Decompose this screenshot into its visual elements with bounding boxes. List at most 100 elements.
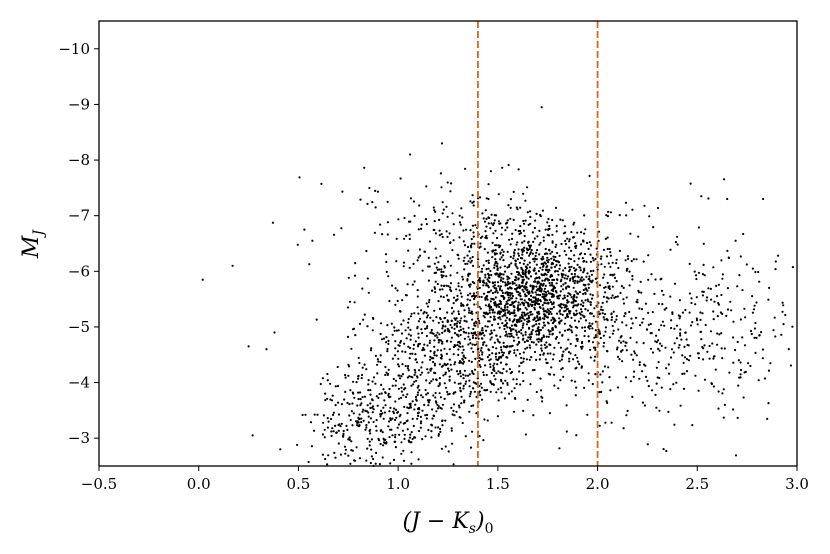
scatter-point	[387, 425, 390, 428]
scatter-point	[433, 371, 436, 374]
scatter-point	[694, 303, 697, 306]
scatter-point	[508, 263, 511, 267]
scatter-point	[707, 197, 710, 200]
scatter-point	[418, 369, 421, 372]
scatter-point	[453, 327, 456, 330]
scatter-point	[313, 429, 316, 432]
scatter-point	[591, 382, 594, 386]
scatter-point	[503, 397, 506, 400]
scatter-point	[334, 456, 337, 459]
scatter-point	[719, 311, 723, 314]
scatter-point	[625, 414, 628, 417]
scatter-point	[339, 425, 342, 428]
scatter-point	[761, 348, 765, 351]
scatter-point	[579, 269, 582, 272]
scatter-point	[647, 385, 650, 388]
scatter-point	[624, 259, 627, 262]
scatter-point	[396, 426, 399, 429]
scatter-point	[385, 336, 388, 339]
scatter-point	[512, 254, 516, 257]
scatter-point	[560, 306, 563, 309]
scatter-point	[533, 260, 536, 263]
scatter-point	[469, 261, 472, 264]
scatter-point	[384, 253, 388, 256]
scatter-point	[513, 248, 516, 252]
scatter-point	[462, 327, 465, 330]
scatter-point	[504, 330, 508, 333]
scatter-point	[506, 219, 509, 222]
scatter-point	[741, 289, 744, 292]
scatter-point	[570, 231, 573, 234]
scatter-point	[410, 384, 413, 387]
scatter-point	[481, 351, 484, 354]
scatter-point	[513, 397, 517, 400]
scatter-point	[608, 285, 611, 288]
scatter-point	[625, 324, 628, 327]
scatter-point	[371, 329, 374, 332]
scatter-point	[505, 322, 509, 325]
scatter-point	[492, 318, 496, 321]
scatter-point	[548, 268, 551, 271]
scatter-point	[494, 244, 497, 247]
scatter-point	[466, 278, 469, 281]
scatter-point	[574, 354, 577, 357]
scatter-point	[606, 247, 609, 251]
scatter-point	[655, 406, 658, 409]
scatter-point	[580, 231, 583, 234]
scatter-point	[503, 270, 507, 273]
scatter-point	[501, 372, 504, 375]
scatter-point	[452, 403, 456, 406]
scatter-point	[544, 228, 547, 231]
scatter-point	[497, 399, 500, 402]
scatter-point	[484, 325, 487, 328]
scatter-point	[486, 312, 489, 315]
scatter-point	[462, 229, 465, 232]
scatter-point	[434, 291, 437, 294]
scatter-point	[456, 343, 459, 347]
scatter-point	[493, 286, 496, 290]
scatter-point	[375, 425, 378, 428]
scatter-point	[463, 399, 466, 402]
scatter-point	[385, 371, 388, 374]
scatter-point	[394, 408, 398, 411]
scatter-point	[496, 338, 499, 341]
scatter-point	[638, 363, 641, 366]
scatter-point	[443, 284, 446, 287]
scatter-point	[450, 336, 453, 339]
scatter-point	[428, 399, 431, 402]
scatter-point	[761, 357, 764, 360]
scatter-point	[459, 386, 462, 390]
scatter-point	[438, 229, 441, 232]
scatter-point	[625, 349, 628, 352]
scatter-point	[532, 269, 535, 272]
scatter-point	[458, 406, 461, 409]
scatter-point	[375, 395, 378, 398]
scatter-point	[439, 406, 442, 409]
scatter-point	[370, 455, 373, 458]
scatter-point	[481, 337, 484, 340]
scatter-point	[482, 314, 485, 317]
scatter-point	[471, 224, 475, 227]
scatter-point	[716, 332, 719, 335]
scatter-point	[494, 296, 497, 299]
scatter-point	[732, 320, 735, 323]
scatter-point	[546, 352, 549, 355]
scatter-point	[552, 255, 555, 258]
scatter-point	[738, 274, 741, 277]
scatter-point	[384, 404, 387, 407]
scatter-point	[446, 260, 450, 263]
scatter-point	[528, 266, 532, 269]
scatter-point	[542, 335, 546, 338]
scatter-point	[416, 306, 419, 309]
scatter-point	[445, 294, 449, 297]
scatter-point	[403, 237, 406, 240]
scatter-point	[330, 434, 333, 437]
scatter-point	[354, 334, 357, 337]
scatter-point	[357, 377, 360, 380]
scatter-point	[570, 379, 573, 382]
scatter-point	[674, 241, 678, 244]
scatter-point	[420, 227, 423, 230]
scatter-point	[561, 313, 564, 316]
scatter-point	[498, 275, 501, 278]
scatter-point	[472, 297, 476, 301]
